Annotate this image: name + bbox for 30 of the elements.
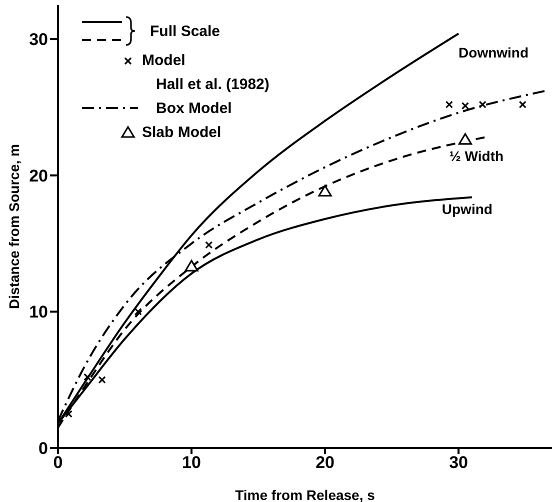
legend-label: Model: [142, 52, 186, 68]
point: [184, 260, 198, 272]
x-axis-title: Time from Release, s: [235, 487, 376, 502]
legend-label: Box Model: [156, 100, 232, 116]
point: [134, 308, 142, 316]
point: [64, 410, 72, 418]
series-label: Downwind: [458, 44, 529, 61]
y-tick-label: 20: [29, 166, 48, 186]
point: [98, 376, 106, 384]
point: [318, 184, 332, 197]
point: [84, 373, 92, 381]
point: [461, 102, 470, 110]
point: [205, 241, 213, 249]
legend-label: Slab Model: [142, 124, 222, 140]
x-tick-label: 20: [316, 453, 334, 472]
annotation: Hall et al. (1982): [156, 76, 270, 92]
y-tick-label: 30: [29, 30, 48, 50]
x-tick-label: 30: [449, 453, 468, 472]
point: [478, 100, 486, 108]
point: [458, 133, 472, 145]
annotation: Full Scale: [150, 22, 220, 40]
y-tick-label: 0: [38, 439, 48, 458]
y-axis-title: Distance from Source, m: [6, 144, 22, 309]
x-tick-label: 10: [182, 453, 201, 472]
series-label: Upwind: [442, 201, 492, 218]
point: [445, 100, 453, 108]
series-label: ½ Width: [449, 148, 504, 164]
x-tick-label: 0: [53, 453, 63, 472]
point: [518, 100, 526, 108]
y-tick-label: 10: [29, 302, 48, 322]
